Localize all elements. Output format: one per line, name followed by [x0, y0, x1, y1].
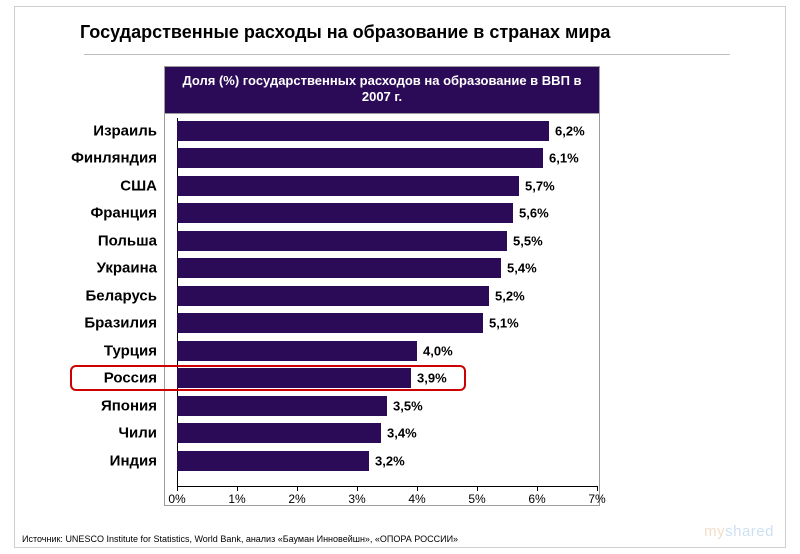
chart-value-label: 6,1% — [549, 151, 579, 166]
page-title: Государственные расходы на образование в… — [80, 22, 610, 43]
chart-xtick-label: 2% — [288, 492, 305, 506]
chart-category-label: Украина — [97, 260, 165, 277]
watermark-part1: my — [704, 523, 725, 540]
chart-xtick — [597, 486, 598, 491]
chart-bar — [177, 148, 543, 168]
chart-bar — [177, 121, 549, 141]
chart-value-label: 5,5% — [513, 233, 543, 248]
chart-value-label: 3,2% — [375, 453, 405, 468]
chart-xtick — [537, 486, 538, 491]
chart-xtick-label: 5% — [468, 492, 485, 506]
chart-category-label: США — [120, 177, 165, 194]
title-divider — [84, 54, 730, 55]
chart-category-label: Россия — [104, 370, 165, 387]
chart-value-label: 5,6% — [519, 206, 549, 221]
chart-bar — [177, 396, 387, 416]
chart-bar — [177, 286, 489, 306]
chart-xtick-label: 1% — [228, 492, 245, 506]
chart-category-label: Япония — [101, 397, 165, 414]
source-citation: Источник: UNESCO Institute for Statistic… — [22, 534, 458, 544]
chart-category-label: Чили — [118, 425, 165, 442]
chart-category-label: Финляндия — [71, 150, 165, 167]
chart-bar — [177, 231, 507, 251]
chart-xtick-label: 6% — [528, 492, 545, 506]
chart-category-label: Индия — [110, 452, 165, 469]
chart-value-label: 4,0% — [423, 343, 453, 358]
chart-xtick-label: 0% — [168, 492, 185, 506]
chart-xtick-label: 7% — [588, 492, 605, 506]
chart-xtick-label: 4% — [408, 492, 425, 506]
chart-bar — [177, 203, 513, 223]
chart-bar — [177, 176, 519, 196]
chart-xtick-label: 3% — [348, 492, 365, 506]
chart-category-label: Польша — [98, 232, 165, 249]
source-text: UNESCO Institute for Statistics, World B… — [65, 534, 458, 544]
chart-bar — [177, 313, 483, 333]
chart-container: Доля (%) государственных расходов на обр… — [164, 66, 600, 506]
chart-bar — [177, 258, 501, 278]
chart-bar — [177, 368, 411, 388]
chart-bar — [177, 451, 369, 471]
chart-xtick — [357, 486, 358, 491]
chart-value-label: 5,1% — [489, 316, 519, 331]
chart-category-label: Бразилия — [84, 315, 165, 332]
chart-value-label: 5,7% — [525, 178, 555, 193]
chart-value-label: 5,2% — [495, 288, 525, 303]
watermark-part2: shared — [725, 523, 774, 540]
chart-category-label: Турция — [104, 342, 165, 359]
chart-xtick — [237, 486, 238, 491]
chart-xtick — [297, 486, 298, 491]
chart-xtick — [417, 486, 418, 491]
chart-value-label: 6,2% — [555, 123, 585, 138]
chart-plot-area: Израиль6,2%Финляндия6,1%США5,7%Франция5,… — [165, 114, 599, 507]
chart-bar — [177, 423, 381, 443]
chart-bar — [177, 341, 417, 361]
source-prefix: Источник: — [22, 534, 65, 544]
chart-value-label: 3,4% — [387, 426, 417, 441]
chart-xtick — [477, 486, 478, 491]
chart-header: Доля (%) государственных расходов на обр… — [165, 67, 599, 114]
chart-value-label: 3,5% — [393, 398, 423, 413]
chart-category-label: Израиль — [93, 122, 165, 139]
chart-value-label: 5,4% — [507, 261, 537, 276]
chart-xtick — [177, 486, 178, 491]
watermark: myshared — [704, 523, 774, 540]
chart-value-label: 3,9% — [417, 371, 447, 386]
chart-x-axis — [177, 486, 597, 487]
chart-category-label: Беларусь — [86, 287, 166, 304]
chart-category-label: Франция — [90, 205, 165, 222]
